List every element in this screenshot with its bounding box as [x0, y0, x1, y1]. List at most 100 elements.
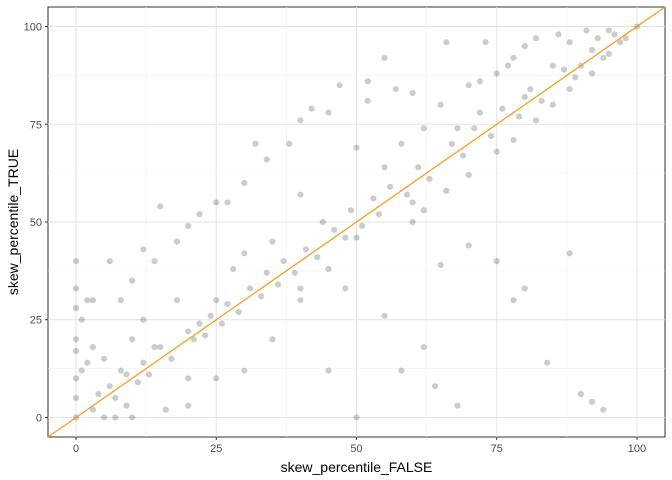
- data-point: [196, 320, 203, 327]
- data-point: [258, 293, 265, 300]
- data-point: [89, 343, 96, 351]
- data-point: [342, 234, 349, 241]
- data-point: [106, 383, 113, 390]
- y-axis-title: skew_percentile_TRUE: [5, 149, 21, 295]
- data-point: [72, 304, 80, 312]
- data-point: [84, 359, 91, 366]
- data-point: [224, 199, 231, 206]
- data-point: [493, 70, 500, 77]
- data-point: [409, 199, 416, 206]
- data-point: [600, 54, 607, 61]
- data-point: [224, 300, 231, 308]
- x-tick-label: 50: [350, 443, 362, 455]
- data-point: [325, 265, 332, 273]
- data-point: [437, 261, 444, 269]
- data-point: [129, 414, 136, 421]
- data-point: [269, 238, 276, 245]
- x-tick-label: 100: [628, 443, 646, 455]
- data-point: [72, 347, 80, 355]
- data-point: [499, 105, 506, 112]
- data-point: [622, 35, 629, 42]
- data-point: [286, 140, 293, 147]
- data-point: [566, 85, 573, 93]
- data-point: [521, 93, 528, 101]
- data-point: [555, 31, 562, 38]
- data-point: [336, 82, 343, 89]
- data-point: [594, 35, 601, 42]
- data-point: [314, 254, 321, 261]
- data-point: [302, 246, 310, 253]
- data-point: [566, 250, 573, 257]
- data-point: [617, 39, 624, 46]
- data-point: [347, 207, 354, 214]
- data-point: [185, 222, 192, 230]
- data-point: [100, 414, 108, 421]
- data-point: [560, 66, 568, 73]
- x-tick-label: 75: [491, 443, 503, 455]
- data-point: [504, 62, 512, 69]
- data-point: [583, 27, 590, 34]
- data-point: [213, 199, 220, 206]
- data-point: [123, 402, 130, 409]
- data-point: [201, 332, 209, 339]
- scatter-points: [72, 23, 641, 421]
- data-point: [140, 316, 147, 323]
- data-point: [89, 297, 96, 304]
- data-point: [100, 355, 108, 362]
- data-point: [246, 285, 254, 292]
- data-point: [566, 39, 573, 46]
- data-point: [521, 285, 528, 292]
- data-point: [157, 203, 164, 210]
- data-point: [611, 31, 618, 38]
- data-point: [431, 383, 439, 390]
- data-point: [353, 144, 360, 151]
- data-point: [72, 336, 80, 343]
- data-point: [420, 343, 427, 351]
- data-point: [319, 218, 326, 226]
- data-point: [588, 46, 596, 54]
- data-point: [151, 343, 158, 351]
- data-point: [241, 367, 248, 374]
- data-point: [72, 285, 80, 292]
- data-point: [123, 371, 130, 378]
- data-point: [235, 308, 242, 316]
- data-point: [185, 402, 192, 409]
- y-tick-label: 25: [30, 315, 42, 327]
- data-point: [420, 207, 427, 214]
- data-point: [218, 320, 225, 327]
- data-point: [370, 195, 377, 202]
- data-point: [112, 394, 119, 402]
- data-point: [297, 191, 304, 198]
- data-point: [241, 250, 248, 257]
- data-point: [510, 54, 517, 61]
- data-point: [117, 367, 125, 374]
- data-point: [605, 27, 613, 34]
- data-point: [476, 78, 483, 85]
- data-point: [106, 257, 113, 265]
- data-point: [269, 336, 276, 343]
- data-point: [140, 359, 147, 366]
- data-point: [381, 54, 388, 61]
- data-point: [173, 238, 181, 245]
- data-point: [465, 171, 472, 179]
- data-point: [325, 367, 332, 374]
- data-point: [465, 82, 472, 89]
- data-point: [381, 312, 388, 319]
- data-point: [213, 297, 220, 304]
- y-tick-label: 0: [36, 412, 42, 424]
- data-point: [129, 336, 136, 343]
- data-point: [213, 375, 220, 382]
- data-point: [392, 85, 399, 93]
- x-tick-label: 0: [73, 443, 79, 455]
- data-point: [588, 70, 596, 77]
- data-point: [297, 117, 304, 124]
- data-point: [140, 246, 147, 253]
- data-point: [157, 343, 164, 351]
- data-point: [162, 406, 169, 413]
- data-point: [168, 355, 175, 362]
- data-point: [605, 50, 613, 58]
- data-point: [230, 265, 237, 273]
- data-point: [415, 164, 422, 171]
- data-point: [426, 175, 433, 183]
